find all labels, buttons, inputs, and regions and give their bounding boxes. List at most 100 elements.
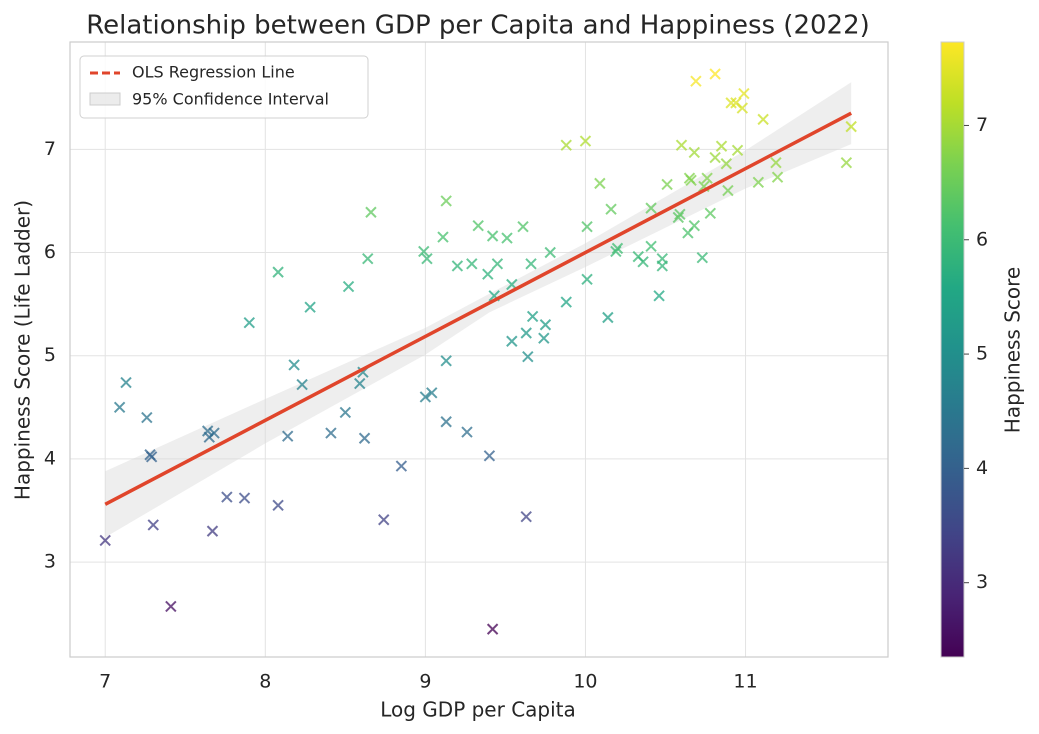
point — [544, 246, 556, 259]
point — [437, 231, 449, 243]
point — [661, 178, 673, 191]
point — [419, 391, 432, 403]
point — [483, 450, 496, 462]
colorbar-tick-label: 7 — [976, 114, 988, 136]
point — [611, 242, 624, 255]
point — [725, 97, 737, 109]
point — [221, 491, 233, 503]
point — [675, 139, 688, 151]
point — [685, 174, 697, 186]
point — [466, 258, 478, 270]
point — [501, 232, 513, 244]
y-tick-label: 3 — [44, 551, 56, 573]
chart-title: Relationship between GDP per Capita and … — [86, 11, 870, 41]
point — [281, 430, 294, 442]
x-tick-label: 10 — [573, 671, 597, 693]
point — [296, 378, 308, 391]
x-tick-label: 9 — [419, 671, 431, 693]
point — [581, 273, 593, 286]
point — [238, 492, 251, 504]
point — [517, 220, 529, 233]
x-tick-label: 7 — [99, 671, 111, 693]
point — [704, 207, 717, 219]
point — [645, 240, 657, 253]
point — [342, 280, 355, 293]
x-tick-label: 11 — [733, 671, 757, 693]
colorbar-tick-label: 3 — [976, 571, 988, 593]
y-axis-label: Happiness Score (Life Ladder) — [11, 200, 35, 500]
point — [672, 211, 685, 224]
point — [440, 355, 452, 367]
point — [722, 184, 734, 197]
point — [472, 219, 484, 232]
point — [358, 432, 371, 444]
point — [645, 202, 657, 214]
colorbar-tick-label: 5 — [976, 343, 988, 365]
colorbar-label: Happiness Score — [1001, 267, 1025, 433]
point — [526, 310, 539, 323]
point — [709, 151, 721, 164]
point — [715, 140, 728, 152]
point — [272, 266, 284, 278]
point — [395, 460, 408, 472]
legend-label: OLS Regression Line — [132, 63, 295, 82]
point — [426, 387, 438, 399]
point — [594, 177, 606, 190]
point — [696, 251, 709, 264]
point — [602, 311, 614, 324]
point — [520, 327, 532, 339]
point — [288, 359, 300, 371]
colorbar-tick-label: 6 — [976, 228, 988, 250]
point — [688, 146, 701, 159]
point — [421, 252, 433, 265]
point — [120, 376, 132, 389]
legend-label: 95% Confidence Interval — [132, 90, 329, 109]
y-tick-label: 5 — [44, 344, 56, 366]
point — [486, 623, 499, 635]
y-tick-label: 7 — [44, 138, 56, 160]
point — [637, 256, 649, 268]
y-tick-label: 4 — [44, 447, 56, 469]
point — [522, 351, 534, 363]
point — [141, 411, 153, 424]
point — [720, 158, 733, 170]
point — [752, 176, 765, 189]
point — [147, 519, 159, 531]
point — [581, 220, 593, 233]
point — [165, 600, 177, 613]
colorbar — [940, 41, 965, 658]
legend-band-swatch — [89, 92, 121, 106]
point — [99, 534, 111, 547]
point — [736, 102, 749, 114]
point — [206, 525, 219, 537]
point — [840, 157, 853, 169]
point — [656, 260, 668, 272]
point — [538, 332, 550, 344]
point — [272, 499, 284, 512]
point — [491, 258, 504, 270]
point — [757, 113, 769, 126]
point — [451, 260, 464, 272]
point — [605, 203, 617, 215]
point — [845, 120, 857, 133]
point — [520, 510, 532, 523]
plot-frame — [69, 41, 889, 658]
point — [610, 245, 622, 258]
point — [486, 230, 499, 242]
point — [365, 206, 377, 218]
point — [113, 401, 126, 413]
point — [208, 427, 220, 439]
point — [690, 75, 702, 87]
point — [461, 426, 473, 438]
colorbar-tick-label: 4 — [976, 457, 988, 479]
point — [738, 87, 750, 100]
point — [339, 406, 352, 419]
point — [539, 319, 552, 331]
point — [674, 208, 686, 221]
legend-box — [79, 55, 369, 119]
point — [304, 301, 316, 313]
x-tick-label: 8 — [259, 671, 271, 693]
point — [378, 514, 390, 526]
point — [579, 135, 592, 147]
point — [440, 416, 452, 428]
